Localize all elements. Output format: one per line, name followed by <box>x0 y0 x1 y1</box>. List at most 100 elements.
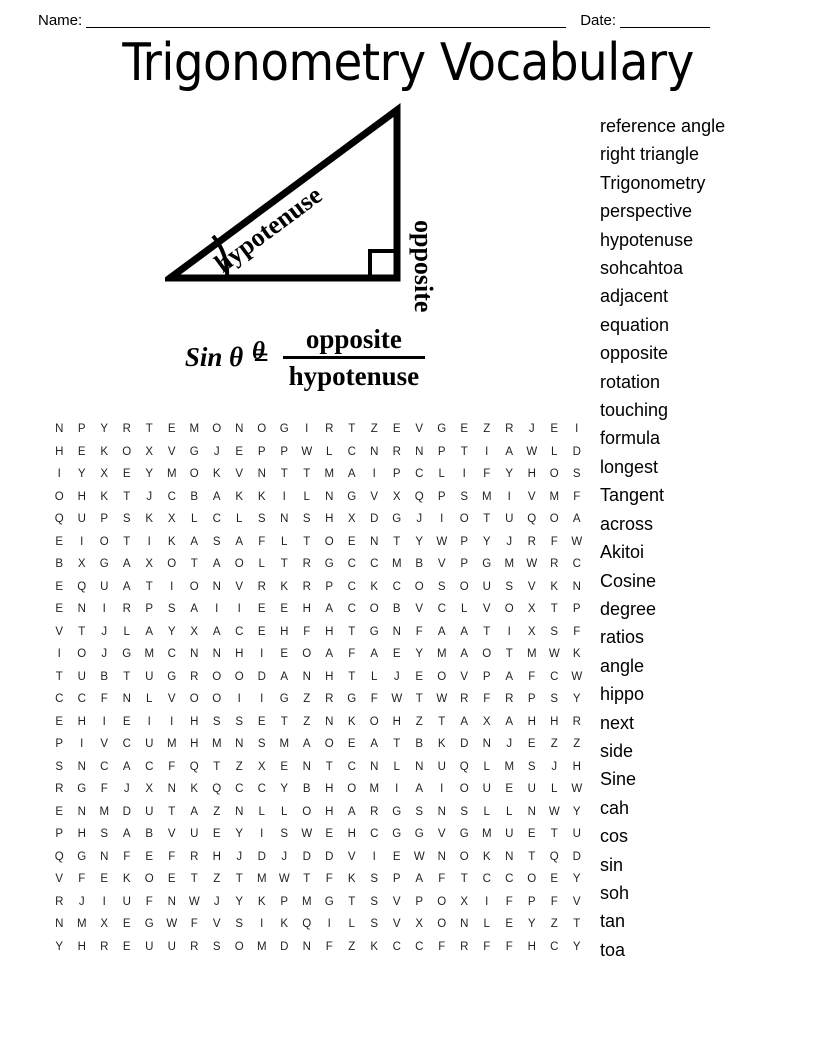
grid-cell[interactable]: E <box>392 648 401 660</box>
grid-cell[interactable]: A <box>415 873 424 885</box>
grid-cell[interactable]: T <box>303 535 311 548</box>
grid-cell[interactable]: K <box>347 873 356 885</box>
grid-cell[interactable]: I <box>260 918 264 930</box>
grid-cell[interactable]: O <box>459 783 469 795</box>
grid-cell[interactable]: U <box>122 895 131 908</box>
grid-cell[interactable]: M <box>256 873 267 885</box>
grid-cell[interactable]: L <box>483 760 490 773</box>
grid-cell[interactable]: R <box>460 693 469 705</box>
grid-cell[interactable]: R <box>460 940 469 953</box>
grid-cell[interactable]: E <box>257 603 266 615</box>
grid-cell[interactable]: N <box>370 760 379 773</box>
grid-cell[interactable]: L <box>326 445 333 458</box>
grid-cell[interactable]: F <box>370 693 378 705</box>
grid-cell[interactable]: I <box>485 445 489 458</box>
grid-cell[interactable]: O <box>212 693 222 705</box>
grid-cell[interactable]: D <box>460 738 469 750</box>
grid-cell[interactable]: L <box>393 760 400 773</box>
grid-cell[interactable]: D <box>122 805 131 818</box>
grid-cell[interactable]: D <box>280 940 289 953</box>
word-list-item[interactable]: formula <box>600 428 661 449</box>
grid-cell[interactable]: V <box>415 603 424 615</box>
grid-cell[interactable]: J <box>213 895 220 908</box>
grid-cell[interactable]: Y <box>77 468 86 480</box>
grid-cell[interactable]: C <box>392 940 401 953</box>
grid-cell[interactable]: H <box>212 850 221 863</box>
grid-cell[interactable]: R <box>505 693 514 705</box>
grid-cell[interactable]: Y <box>505 468 514 480</box>
grid-cell[interactable]: C <box>347 603 356 615</box>
grid-cell[interactable]: Z <box>550 918 558 930</box>
word-list-item[interactable]: longest <box>600 456 659 477</box>
grid-cell[interactable]: M <box>526 648 537 660</box>
word-list-item[interactable]: reference angle <box>600 116 726 136</box>
grid-cell[interactable]: I <box>170 580 174 593</box>
grid-cell[interactable]: N <box>482 738 491 750</box>
grid-cell[interactable]: A <box>235 535 244 548</box>
grid-cell[interactable]: Q <box>302 918 312 930</box>
grid-cell[interactable]: T <box>123 535 131 548</box>
grid-cell[interactable]: K <box>550 580 559 593</box>
grid-cell[interactable]: T <box>123 670 131 683</box>
grid-cell[interactable]: F <box>573 490 581 503</box>
grid-cell[interactable]: Z <box>303 715 311 728</box>
grid-cell[interactable]: E <box>550 423 559 435</box>
grid-cell[interactable]: P <box>572 603 581 615</box>
grid-cell[interactable]: G <box>437 423 447 435</box>
grid-cell[interactable]: T <box>280 715 288 728</box>
grid-cell[interactable]: A <box>572 513 581 525</box>
grid-cell[interactable]: H <box>325 625 334 638</box>
grid-cell[interactable]: N <box>415 760 424 773</box>
grid-cell[interactable]: C <box>167 648 176 660</box>
grid-cell[interactable]: E <box>325 828 334 840</box>
grid-cell[interactable]: P <box>437 445 446 458</box>
grid-cell[interactable]: T <box>348 670 356 683</box>
grid-cell[interactable]: H <box>325 805 334 818</box>
grid-cell[interactable]: H <box>325 670 334 683</box>
grid-cell[interactable]: V <box>55 873 64 885</box>
grid-cell[interactable]: G <box>189 445 199 458</box>
grid-cell[interactable]: E <box>212 828 221 840</box>
word-list-item[interactable]: sin <box>600 854 624 875</box>
grid-cell[interactable]: S <box>167 603 176 615</box>
grid-cell[interactable]: K <box>370 580 379 593</box>
grid-cell[interactable]: R <box>527 535 536 548</box>
grid-cell[interactable]: V <box>482 603 491 615</box>
grid-cell[interactable]: N <box>302 670 311 683</box>
grid-cell[interactable]: P <box>325 580 334 593</box>
grid-cell[interactable]: W <box>526 445 538 458</box>
grid-cell[interactable]: G <box>414 828 424 840</box>
grid-cell[interactable]: L <box>551 445 558 458</box>
grid-cell[interactable]: M <box>211 738 222 750</box>
grid-cell[interactable]: V <box>167 445 176 458</box>
grid-cell[interactable]: E <box>415 670 424 683</box>
grid-cell[interactable]: L <box>483 805 490 818</box>
grid-cell[interactable]: I <box>305 423 309 435</box>
grid-cell[interactable]: H <box>190 738 199 750</box>
grid-cell[interactable]: P <box>280 895 289 908</box>
grid-cell[interactable]: E <box>527 738 536 750</box>
grid-cell[interactable]: E <box>55 715 64 728</box>
grid-cell[interactable]: I <box>327 918 331 930</box>
grid-cell[interactable]: U <box>145 940 154 953</box>
grid-cell[interactable]: X <box>527 603 536 615</box>
grid-cell[interactable]: T <box>348 625 356 638</box>
grid-cell[interactable]: V <box>167 693 176 705</box>
grid-cell[interactable]: O <box>189 580 199 593</box>
grid-cell[interactable]: Q <box>189 760 199 773</box>
grid-cell[interactable]: V <box>212 918 221 930</box>
grid-cell[interactable]: I <box>237 603 241 615</box>
grid-cell[interactable]: G <box>347 490 357 503</box>
grid-cell[interactable]: W <box>391 693 403 705</box>
grid-cell[interactable]: P <box>145 603 154 615</box>
grid-cell[interactable]: S <box>527 760 536 773</box>
grid-cell[interactable]: D <box>572 850 581 863</box>
grid-cell[interactable]: N <box>55 918 64 930</box>
grid-cell[interactable]: X <box>415 918 424 930</box>
grid-cell[interactable]: I <box>215 603 219 615</box>
grid-cell[interactable]: A <box>325 648 334 660</box>
grid-cell[interactable]: T <box>505 648 513 660</box>
grid-cell[interactable]: I <box>485 895 489 908</box>
grid-cell[interactable]: N <box>460 918 469 930</box>
grid-cell[interactable]: U <box>527 783 536 795</box>
